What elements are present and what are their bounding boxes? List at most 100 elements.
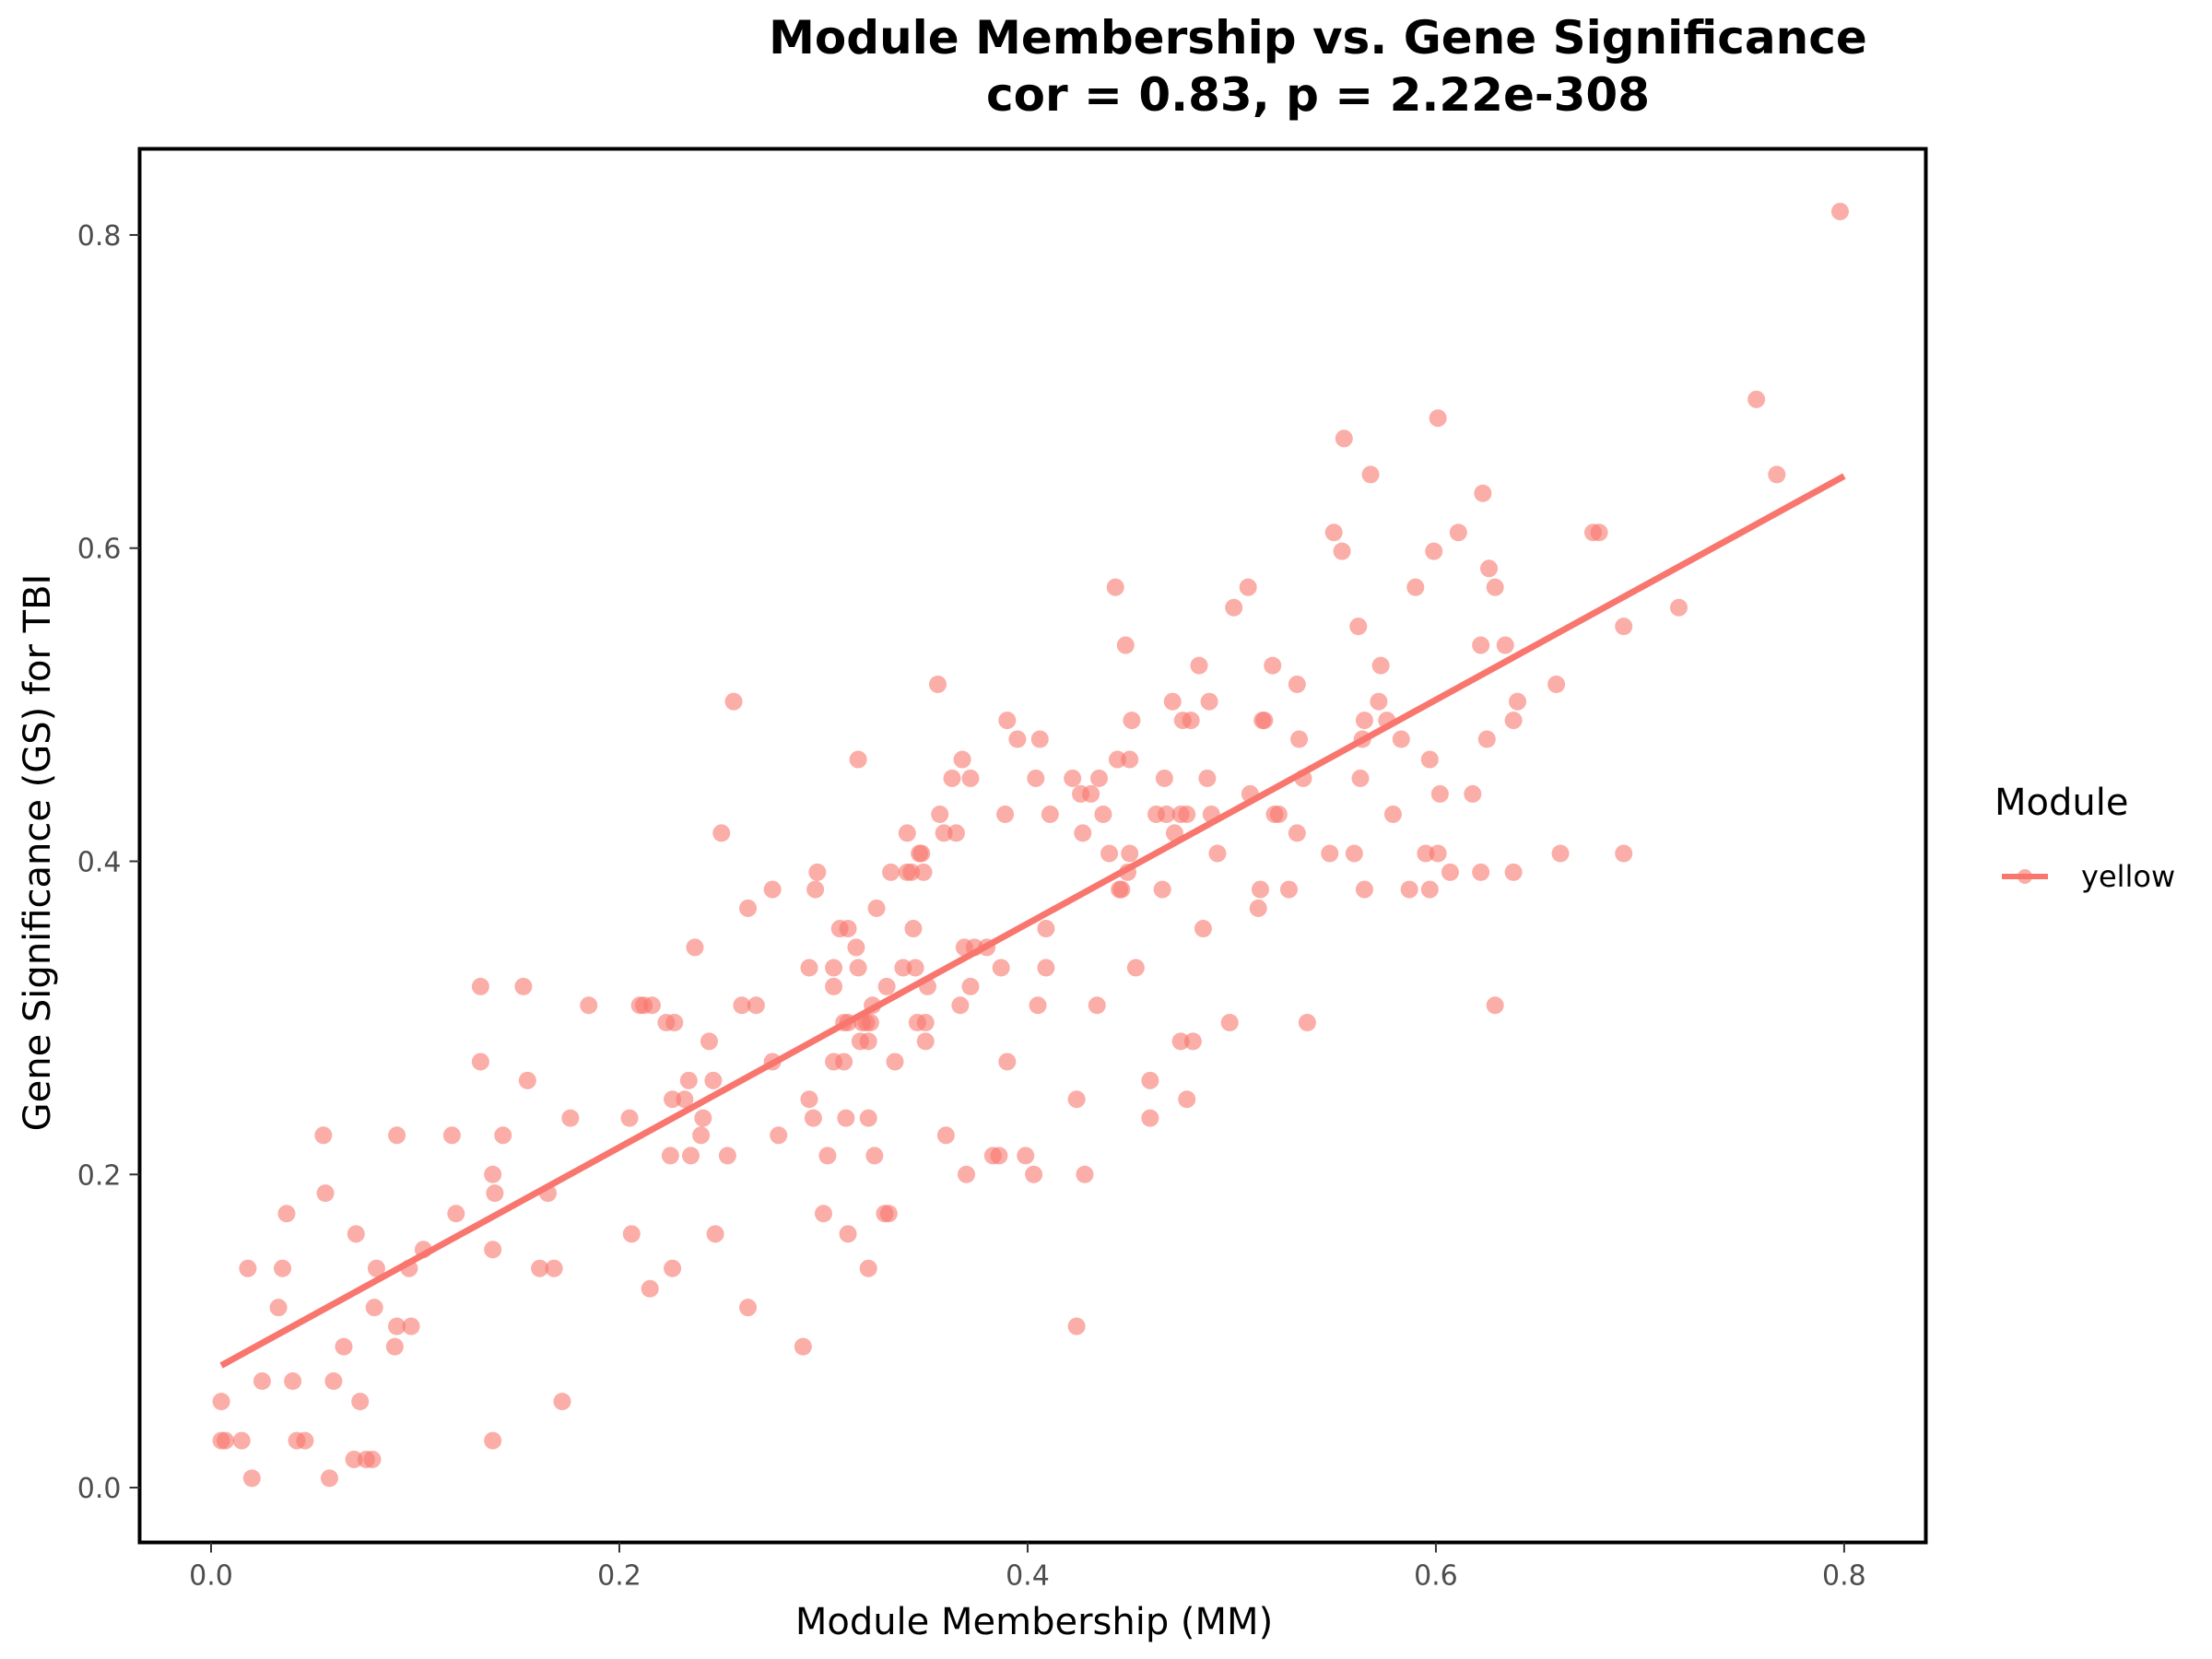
plot-panel-border: [137, 147, 1928, 1545]
data-point: [363, 1450, 382, 1468]
data-point: [1017, 1147, 1035, 1165]
data-point: [1441, 863, 1459, 881]
data-point: [1477, 730, 1496, 748]
data-point: [1153, 880, 1171, 899]
x-tick-label: 0.8: [1822, 1560, 1866, 1593]
data-point: [1496, 636, 1514, 654]
data-point: [1504, 712, 1523, 730]
data-point: [902, 863, 921, 881]
y-tick-label: 0.0: [77, 1473, 122, 1505]
data-point: [837, 1109, 855, 1127]
data-point: [1472, 636, 1490, 654]
data-point: [1615, 618, 1633, 636]
data-point: [859, 1032, 877, 1051]
data-point: [1121, 750, 1139, 769]
data-point: [212, 1393, 230, 1411]
data-point: [217, 1431, 235, 1450]
data-point: [486, 1184, 504, 1203]
chart-title: Module Membership vs. Gene Significance: [769, 11, 1867, 65]
data-point: [739, 899, 758, 917]
data-point: [1290, 730, 1309, 748]
y-tick-label: 0.6: [77, 534, 122, 566]
data-point: [904, 920, 923, 938]
data-point: [1321, 844, 1339, 863]
data-point: [818, 1147, 837, 1165]
data-point: [739, 1299, 758, 1317]
data-point: [1269, 806, 1288, 824]
data-point: [1345, 844, 1363, 863]
data-point: [859, 1109, 877, 1127]
data-point: [992, 959, 1010, 977]
data-point: [388, 1126, 406, 1145]
data-point: [1420, 750, 1439, 769]
data-point: [269, 1299, 288, 1317]
data-point: [682, 1147, 700, 1165]
data-point: [1220, 1013, 1239, 1031]
data-point: [641, 1279, 659, 1298]
regression-line: [219, 473, 1846, 1369]
data-point: [1400, 880, 1418, 899]
data-point: [835, 1053, 853, 1071]
data-point: [367, 1259, 385, 1277]
data-point: [1355, 880, 1373, 899]
x-tick-label: 0.0: [189, 1560, 233, 1593]
data-point: [865, 1147, 884, 1165]
data-point: [906, 959, 924, 977]
x-tick-label: 0.6: [1414, 1560, 1458, 1593]
data-point: [284, 1372, 302, 1391]
data-point: [1239, 578, 1257, 596]
data-point: [471, 1053, 489, 1071]
data-point: [692, 1126, 711, 1145]
data-point: [882, 863, 900, 881]
data-point: [1067, 1317, 1086, 1335]
data-point: [1025, 1165, 1043, 1183]
data-point: [324, 1372, 343, 1391]
data-point: [886, 1053, 904, 1071]
data-point: [232, 1431, 251, 1450]
data-point: [1406, 578, 1425, 596]
data-point: [1333, 542, 1351, 560]
y-axis-label: Gene Significance (GS) for TBI: [17, 574, 59, 1132]
data-point: [700, 1032, 718, 1051]
data-point: [1351, 769, 1370, 787]
data-point: [1141, 1109, 1159, 1127]
data-point: [1830, 202, 1849, 220]
data-point: [1420, 880, 1439, 899]
data-point: [1355, 712, 1373, 730]
data-point: [320, 1469, 338, 1488]
data-point: [1251, 880, 1269, 899]
data-point: [1121, 844, 1139, 863]
data-point: [345, 1450, 363, 1468]
data-point: [998, 1053, 1017, 1071]
data-point: [718, 1147, 736, 1165]
data-point: [936, 1126, 955, 1145]
data-point: [1480, 559, 1499, 578]
data-point: [661, 1147, 679, 1165]
data-point: [770, 1126, 788, 1145]
data-point: [1123, 712, 1141, 730]
data-point: [676, 1090, 694, 1109]
data-point: [553, 1393, 571, 1411]
data-point: [1361, 465, 1380, 484]
data-point: [1030, 730, 1049, 748]
data-point: [1200, 692, 1218, 711]
y-tick-label: 0.8: [77, 220, 122, 253]
data-point: [912, 844, 931, 863]
data-point: [314, 1126, 333, 1145]
data-point: [847, 938, 865, 957]
data-point: [316, 1184, 335, 1203]
data-point: [947, 824, 965, 842]
data-point: [935, 824, 953, 842]
data-point: [825, 959, 843, 977]
data-point: [561, 1109, 580, 1127]
data-point: [806, 880, 825, 899]
data-point: [877, 977, 896, 995]
data-point: [484, 1165, 502, 1183]
data-point: [622, 1225, 641, 1243]
data-point: [686, 938, 704, 957]
data-point: [1417, 844, 1435, 863]
data-point: [1089, 769, 1108, 787]
data-point: [1670, 598, 1688, 617]
data-point: [1509, 692, 1527, 711]
data-point: [814, 1205, 832, 1223]
